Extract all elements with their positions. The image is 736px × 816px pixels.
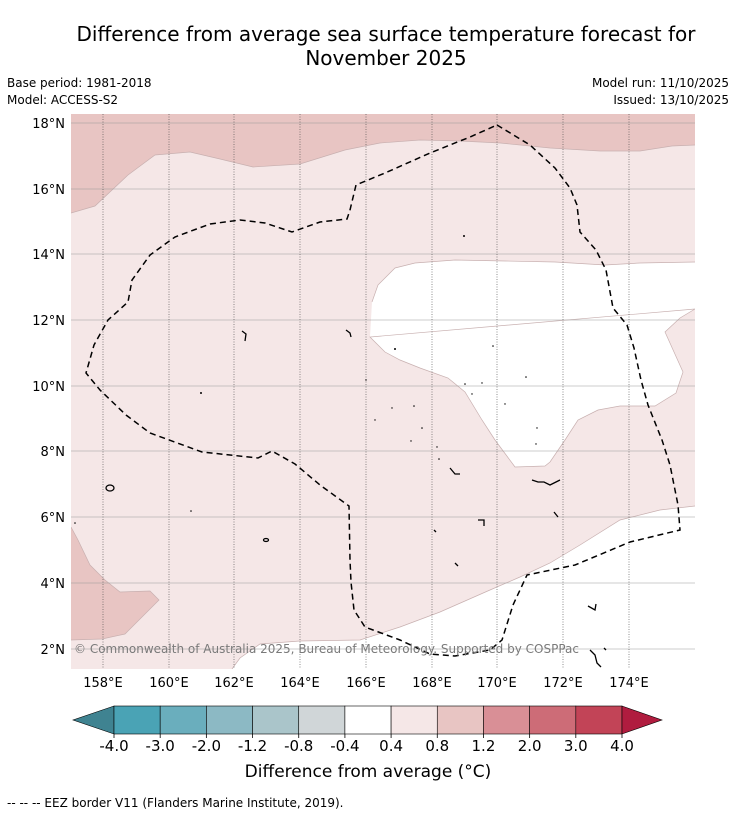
- model-name: Model: ACCESS-S2: [7, 93, 119, 107]
- eez-border: [85, 124, 681, 657]
- lat-label: 12°N: [32, 314, 65, 329]
- title-line-1: Difference from average sea surface temp…: [76, 22, 696, 46]
- lon-label: 160°E: [149, 676, 189, 691]
- lon-label: 158°E: [83, 676, 123, 691]
- neutral-region-central: [370, 260, 695, 467]
- colorbar: -4.0 -3.0 -2.0 -1.2 -0.8 -0.4 0.4 0.8 1.2 2.0 3.0 4…: [72, 705, 663, 755]
- colorbar-tick-label: -0.4: [330, 737, 359, 755]
- colorbar-over-arrow: [621, 705, 663, 735]
- issued-date: Issued: 13/10/2025: [613, 93, 729, 107]
- lat-label: 16°N: [32, 183, 65, 198]
- colorbar-tick-label: -2.0: [192, 737, 221, 755]
- colorbar-segment: [575, 705, 623, 735]
- colorbar-tick-label: -1.2: [238, 737, 267, 755]
- lat-label: 18°N: [32, 117, 65, 132]
- colorbar-tick-label: 1.2: [472, 737, 496, 755]
- colorbar-tick-label: -0.8: [284, 737, 313, 755]
- colorbar-tick-label: -3.0: [146, 737, 175, 755]
- colorbar-segment: [483, 705, 530, 735]
- colorbar-segment: [159, 705, 207, 735]
- meta-left: Base period: 1981-2018 Model: ACCESS-S2: [7, 75, 152, 109]
- lat-label: 14°N: [32, 248, 65, 263]
- model-run: Model run: 11/10/2025: [591, 76, 729, 90]
- lon-label: 172°E: [543, 676, 583, 691]
- colorbar-tick-label: 0.8: [425, 737, 449, 755]
- colorbar-segment: [113, 705, 161, 735]
- colorbar-tick-label: 4.0: [610, 737, 634, 755]
- colorbar-segment: [436, 705, 484, 735]
- chart-title: Difference from average sea surface temp…: [0, 22, 736, 70]
- colorbar-tick-label: 0.4: [379, 737, 403, 755]
- colorbar-tick-label: -4.0: [99, 737, 128, 755]
- lon-label: 164°E: [280, 676, 320, 691]
- lat-label: 2°N: [41, 643, 66, 658]
- colorbar-under-arrow: [72, 705, 115, 735]
- copyright-text: © Commonwealth of Australia 2025, Bureau…: [74, 642, 579, 656]
- islands: [105, 329, 607, 668]
- title-line-2: November 2025: [305, 46, 467, 70]
- lon-label: 166°E: [346, 676, 386, 691]
- colorbar-segment: [252, 705, 300, 735]
- colorbar-tick-label: 2.0: [518, 737, 542, 755]
- anomaly-fill-southwest-patch: [71, 527, 159, 640]
- meta-right: Model run: 11/10/2025 Issued: 13/10/2025: [592, 75, 729, 109]
- colorbar-segment: [390, 705, 438, 735]
- lon-label: 174°E: [609, 676, 649, 691]
- map-plot-area: © Commonwealth of Australia 2025, Bureau…: [71, 114, 695, 669]
- longitude-grid: [102, 114, 630, 669]
- colorbar-segment: [298, 705, 346, 735]
- lat-label: 10°N: [32, 380, 65, 395]
- atolls: [74, 235, 538, 524]
- colorbar-label: Difference from average (°C): [244, 762, 492, 782]
- colorbar-segment: [206, 705, 253, 735]
- lat-label: 6°N: [41, 511, 66, 526]
- lon-label: 168°E: [412, 676, 452, 691]
- neutral-region-southeast: [232, 506, 695, 669]
- colorbar-tick-label: 3.0: [564, 737, 588, 755]
- colorbar-segment: [529, 705, 577, 735]
- colorbar-segment: [344, 705, 392, 735]
- lon-label: 170°E: [477, 676, 517, 691]
- longitude-labels: 158°E 160°E 162°E 164°E 166°E 168°E 170°…: [83, 676, 649, 691]
- base-period: Base period: 1981-2018: [7, 76, 152, 90]
- lat-label: 4°N: [41, 577, 66, 592]
- lon-label: 162°E: [214, 676, 254, 691]
- island-kosrae: [105, 484, 115, 492]
- anomaly-fill-north-band: [71, 114, 695, 213]
- lat-label: 8°N: [41, 445, 66, 460]
- latitude-labels: 18°N 16°N 14°N 12°N 10°N 8°N 6°N 4°N 2°N: [32, 117, 65, 658]
- contour-lines: [71, 139, 695, 669]
- eez-legend: -- -- -- EEZ border V11 (Flanders Marine…: [7, 796, 344, 810]
- latitude-grid: [71, 122, 695, 650]
